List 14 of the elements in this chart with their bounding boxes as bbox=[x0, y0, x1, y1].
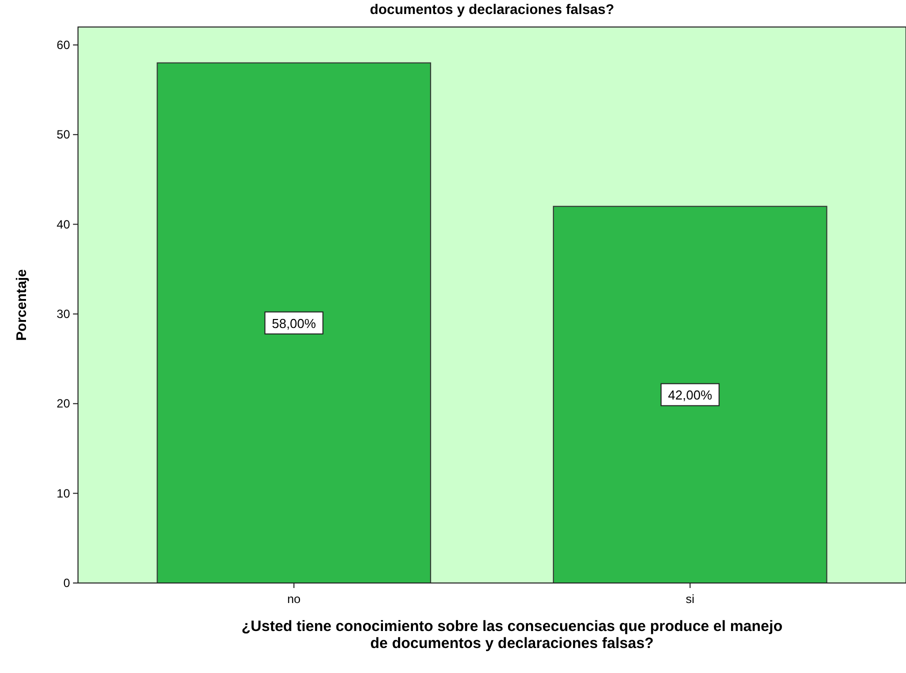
y-axis-title: Porcentaje bbox=[13, 268, 29, 341]
x-tick-label: no bbox=[287, 592, 301, 606]
y-tick-label: 0 bbox=[63, 576, 70, 590]
y-tick-label: 10 bbox=[56, 486, 70, 500]
data-label: 58,00% bbox=[272, 316, 316, 331]
y-tick-label: 50 bbox=[56, 128, 70, 142]
y-tick-label: 60 bbox=[56, 38, 70, 52]
y-tick-label: 20 bbox=[56, 396, 70, 411]
chart-title: documentos y declaraciones falsas? bbox=[370, 1, 614, 17]
data-label: 42,00% bbox=[668, 388, 713, 403]
x-tick-label: si bbox=[686, 592, 694, 606]
y-tick-label: 30 bbox=[56, 306, 70, 321]
y-tick-label: 40 bbox=[56, 217, 70, 232]
x-axis-title: ¿Usted tiene conocimiento sobre las consecuencias que produce el manejo de documentos y declaraciones falsas? bbox=[242, 618, 782, 652]
